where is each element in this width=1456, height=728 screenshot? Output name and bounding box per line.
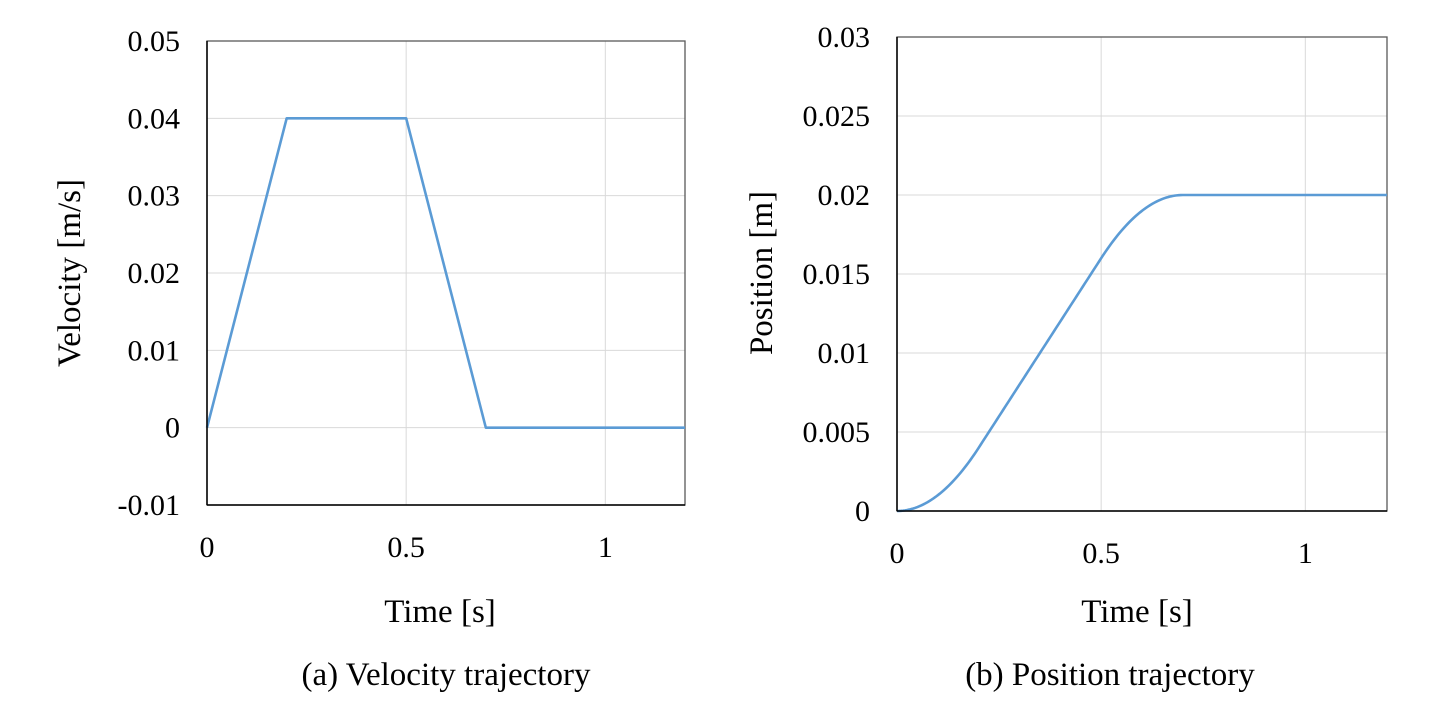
position-y-tick-label: 0.01 [818,337,871,370]
position-y-tick-label: 0.03 [818,21,871,54]
velocity-y-tick-label: 0.01 [128,334,181,367]
position-y-tick-label: 0.015 [803,258,871,291]
velocity-x-axis-label: Time [s] [384,594,496,630]
position-x-tick-label: 0 [890,537,905,570]
position-x-tick-label: 1 [1298,537,1313,570]
position-x-axis-label: Time [s] [1081,594,1193,630]
position-x-tick-labels: 0 0.5 1 [890,537,1313,570]
position-y-tick-label: 0.02 [818,179,871,212]
velocity-y-tick-label: -0.01 [118,489,181,522]
velocity-x-tick-label: 0 [200,531,215,564]
position-y-tick-label: 0.025 [803,100,871,133]
velocity-x-tick-label: 0.5 [387,531,425,564]
position-y-tick-labels: 0 0.005 0.01 0.015 0.02 0.025 0.03 [803,21,871,528]
velocity-y-tick-labels: -0.01 0 0.01 0.02 0.03 0.04 0.05 [118,25,181,522]
velocity-y-tick-label: 0.04 [128,102,181,135]
position-x-tick-label: 0.5 [1082,537,1120,570]
position-caption: (b) Position trajectory [965,657,1255,693]
position-line [896,193,1387,513]
position-y-tick-label: 0 [855,495,870,528]
velocity-line [205,117,685,429]
velocity-x-tick-label: 1 [598,531,613,564]
velocity-y-tick-label: 0 [165,412,180,445]
velocity-y-tick-label: 0.05 [128,25,181,58]
velocity-series [205,117,685,429]
velocity-y-tick-label: 0.03 [128,180,181,213]
position-y-tick-label: 0.005 [803,416,871,449]
position-series [896,193,1387,513]
position-gridlines [896,36,1387,512]
velocity-x-tick-labels: 0 0.5 1 [200,531,613,564]
velocity-caption: (a) Velocity trajectory [302,657,591,693]
velocity-y-axis-label: Velocity [m/s] [52,179,88,367]
position-y-axis-label: Position [m] [744,191,780,355]
velocity-y-tick-label: 0.02 [128,257,181,290]
